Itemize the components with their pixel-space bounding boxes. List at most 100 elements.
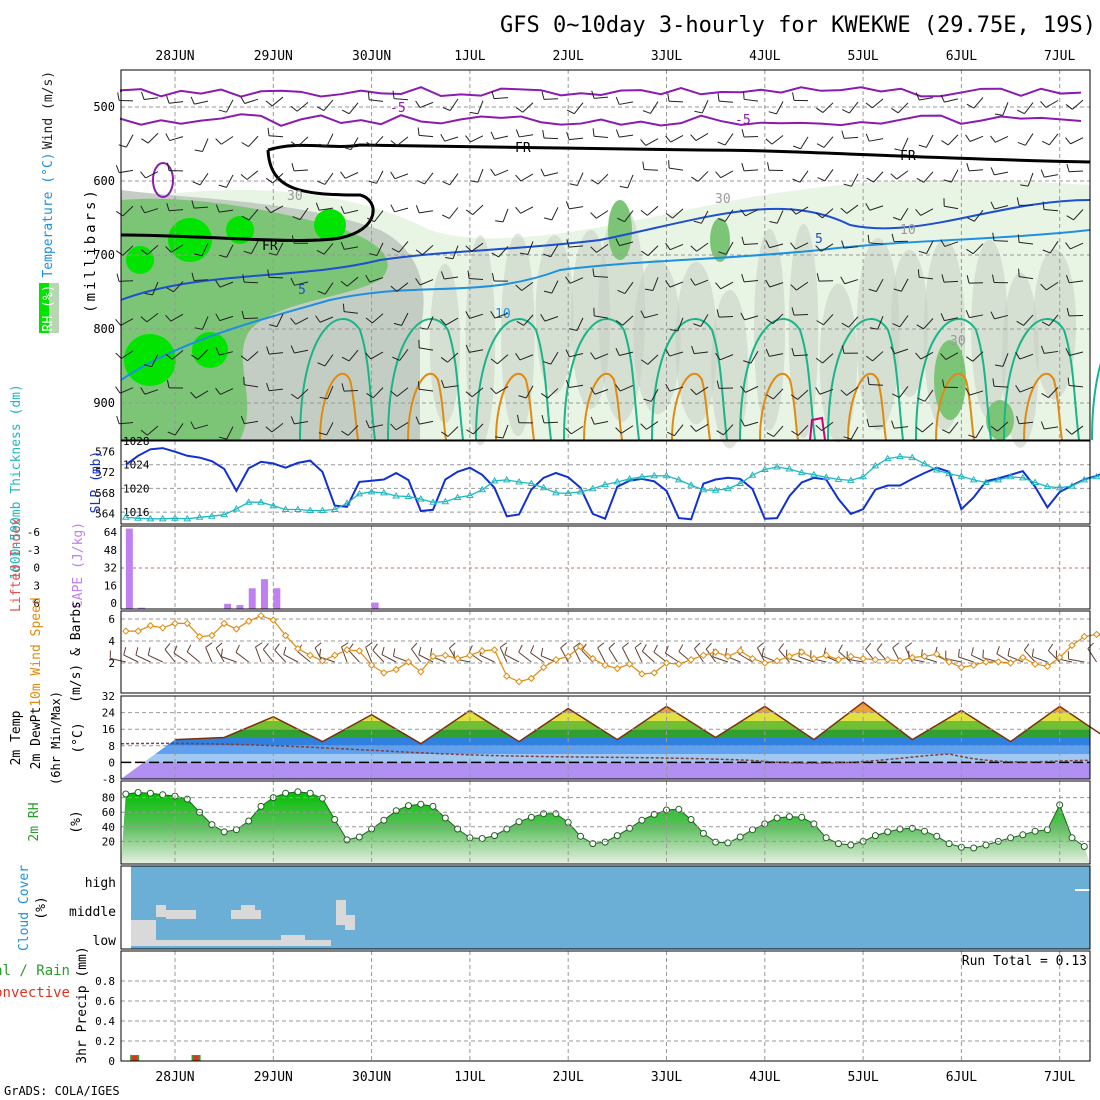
upper-air-panel: 500 600 700 800 900 -5 -5 FR FR FR 5 10 5 10 30 30 30 (mi… bbox=[39, 69, 1100, 449]
wind-barb-flag bbox=[640, 209, 648, 216]
slp-line bbox=[125, 447, 1100, 521]
rh-shade-bright bbox=[192, 332, 228, 368]
rh-marker bbox=[650, 810, 658, 818]
wind-speed-marker bbox=[404, 658, 413, 666]
wind-barb bbox=[120, 318, 134, 326]
date-label-bottom: 6JUL bbox=[946, 1070, 977, 1085]
wind-barb bbox=[972, 243, 984, 255]
minmax-label: (6hr Min/Max) bbox=[49, 691, 63, 785]
wind-barb bbox=[838, 651, 852, 663]
wind-barb-flag bbox=[642, 110, 651, 114]
wind-barb-flag bbox=[215, 204, 220, 213]
wind-barb-flag bbox=[117, 92, 120, 101]
wind-barb-flag bbox=[140, 171, 146, 179]
wind-barb bbox=[215, 647, 225, 663]
wind-barb bbox=[125, 134, 134, 148]
wind-barb-flag bbox=[843, 183, 852, 187]
wind-barb-flag bbox=[615, 238, 620, 246]
wind-barb-flag bbox=[290, 345, 295, 354]
wind-barb bbox=[502, 424, 509, 439]
wind-barb-flag bbox=[965, 134, 971, 142]
wind-barb bbox=[147, 132, 159, 144]
wind-barb-flag bbox=[940, 239, 946, 247]
wind-barb bbox=[641, 650, 655, 663]
wind-barb-flag bbox=[518, 395, 527, 399]
wind-barb-flag bbox=[417, 381, 420, 390]
wind-barb bbox=[569, 206, 584, 210]
wind-barb-flag bbox=[465, 245, 472, 252]
rh-marker bbox=[933, 832, 941, 840]
wind-barb-flag bbox=[995, 364, 1004, 367]
wind-barb bbox=[1069, 351, 1084, 356]
wind-barb-flag bbox=[644, 288, 654, 291]
wind-barb bbox=[745, 385, 759, 393]
thickness-marker bbox=[355, 489, 364, 497]
cape-bar bbox=[138, 607, 146, 609]
wind-barb bbox=[597, 173, 609, 185]
pressure-tick: 900 bbox=[93, 396, 115, 410]
wind-speed-marker bbox=[527, 674, 536, 683]
wind-barb-flag bbox=[390, 171, 396, 179]
wind-barb bbox=[1044, 350, 1059, 354]
wind-barb-flag bbox=[1015, 385, 1021, 393]
wind-barb-flag bbox=[192, 181, 201, 186]
wind-barb-flag bbox=[565, 349, 570, 358]
wind-barb-flag bbox=[769, 220, 778, 224]
contour-label: 10 bbox=[495, 307, 511, 322]
wind-barb bbox=[769, 353, 784, 357]
wind-barb bbox=[621, 647, 631, 663]
temp-contour-lightblue bbox=[120, 229, 1091, 381]
temp-contour-teal bbox=[1003, 318, 1080, 441]
wind-barb-flag bbox=[597, 642, 605, 649]
wind-barb bbox=[170, 244, 184, 253]
wind-barb-flag bbox=[390, 390, 398, 397]
wind-barb bbox=[771, 135, 784, 145]
wind-barb bbox=[519, 134, 534, 138]
wind-barb-flag bbox=[565, 427, 572, 435]
rh-marker bbox=[822, 834, 830, 842]
wind-barb-flag bbox=[392, 90, 395, 99]
temp-contour-orange bbox=[935, 372, 975, 441]
rh-marker bbox=[134, 789, 142, 796]
rh-legend-swatch bbox=[49, 283, 59, 333]
wind-barb-flag bbox=[915, 352, 922, 360]
wind-barb-flag bbox=[560, 642, 568, 649]
wind-barb-flag bbox=[465, 135, 471, 143]
temp-tick: 0 bbox=[108, 756, 115, 769]
wind-barb bbox=[796, 281, 809, 291]
wind-barb bbox=[569, 277, 584, 284]
wind-barb bbox=[576, 317, 584, 331]
temp-tick: -8 bbox=[102, 773, 115, 786]
wind-barb bbox=[494, 135, 509, 140]
wind-barb-flag bbox=[816, 107, 824, 113]
wind-speed-marker bbox=[195, 632, 204, 641]
wind-barb-flag bbox=[1017, 109, 1025, 115]
wind-barb bbox=[712, 656, 729, 663]
thickness-marker bbox=[760, 465, 769, 473]
wind-speed-marker bbox=[318, 657, 327, 665]
wind-barb bbox=[594, 389, 609, 395]
temp-contour-teal bbox=[299, 318, 376, 441]
wind-barb-flag bbox=[215, 347, 220, 356]
wind-barb-flag bbox=[891, 420, 895, 429]
wind-speed-marker bbox=[159, 624, 167, 632]
thickness-marker bbox=[232, 504, 241, 512]
wind-barb bbox=[419, 134, 434, 138]
wind-barb bbox=[551, 280, 559, 294]
wind-barb bbox=[926, 240, 934, 254]
wind-barb-flag bbox=[566, 131, 570, 140]
wind-barb-flag bbox=[766, 394, 774, 400]
thickness-marker bbox=[306, 506, 315, 514]
temp-contour-teal bbox=[563, 318, 640, 441]
wind-barb-flag bbox=[971, 647, 974, 656]
wind-frame bbox=[120, 610, 1091, 694]
thickness-marker bbox=[711, 486, 720, 493]
cloud-label: Cloud Cover bbox=[17, 865, 32, 951]
wind-speed-marker bbox=[773, 657, 781, 665]
cloud-level-label: middle bbox=[69, 905, 116, 920]
thickness-marker bbox=[207, 512, 216, 519]
wind-barb bbox=[272, 172, 284, 184]
rh-marker bbox=[478, 835, 486, 842]
wind-barb bbox=[1044, 426, 1059, 430]
thickness-label: 1000-500mb Thickness (dm) bbox=[9, 384, 24, 580]
